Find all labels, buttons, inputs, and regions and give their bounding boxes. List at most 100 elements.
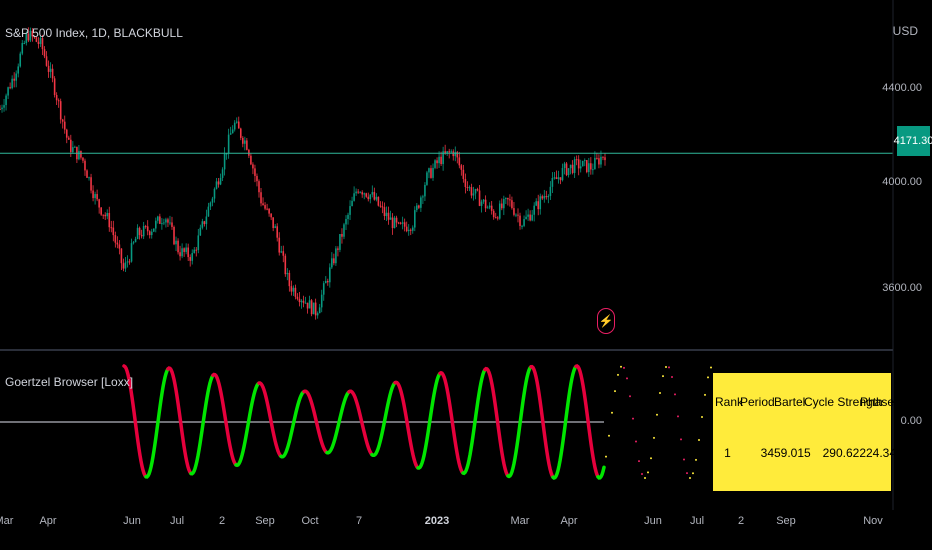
time-axis-label: Jul — [169, 515, 185, 527]
candle-body — [17, 66, 20, 74]
candle-body — [519, 215, 521, 226]
candle-body — [19, 53, 22, 67]
candle-body — [341, 234, 343, 237]
candle-body — [84, 160, 86, 171]
candle-body — [476, 189, 479, 191]
candle-body — [549, 186, 552, 197]
indicator-name[interactable]: Goertzel Browser [Loxx] — [5, 375, 134, 389]
candle-body — [555, 177, 558, 180]
candle-body — [272, 217, 274, 228]
candle-body — [298, 298, 301, 303]
candle-body — [244, 140, 246, 144]
candle-body — [507, 198, 509, 200]
table-cell-bartel: 59.015 — [774, 446, 811, 460]
candle-body — [114, 235, 117, 243]
time-axis-label: Jun — [123, 515, 141, 527]
candle-body — [391, 217, 394, 229]
candle-body — [490, 205, 493, 211]
candle-body — [146, 226, 149, 232]
candle-body — [420, 197, 422, 208]
candle-body — [169, 222, 171, 224]
candle-body — [82, 157, 84, 161]
candle-body — [246, 140, 248, 150]
candle-body — [39, 38, 42, 44]
candle-body — [314, 302, 317, 316]
candle-body — [505, 198, 507, 200]
projection-dot — [641, 473, 643, 475]
candle-body — [217, 181, 220, 185]
candle-body — [590, 163, 592, 170]
candle-body — [527, 214, 529, 217]
candle-body — [45, 56, 48, 66]
candle-body — [104, 214, 107, 217]
candle-body — [397, 222, 400, 224]
pane-separator[interactable] — [0, 349, 893, 351]
candle-body — [65, 129, 68, 138]
projection-dot — [656, 413, 658, 416]
candle-body — [33, 36, 36, 38]
candle-body — [373, 192, 376, 200]
candle-body — [312, 302, 315, 315]
candle-body — [118, 244, 121, 249]
candle-body — [227, 134, 230, 154]
projection-dot — [683, 458, 685, 461]
candle-body — [136, 227, 139, 239]
candle-body — [583, 160, 586, 162]
candle-body — [428, 168, 430, 173]
candle-body — [173, 226, 175, 245]
candle-body — [446, 151, 448, 154]
candle-body — [515, 214, 517, 216]
candle-body — [138, 227, 141, 235]
candle-body — [294, 287, 297, 297]
candle-body — [264, 205, 266, 209]
candle-body — [260, 192, 262, 204]
candle-body — [116, 242, 119, 245]
lightning-icon[interactable]: ⚡ — [597, 308, 615, 334]
projection-dot — [626, 377, 628, 380]
candle-body — [112, 227, 115, 236]
candle-body — [581, 160, 584, 167]
candle-body — [369, 194, 372, 200]
table-cell-period: 34 — [760, 446, 774, 460]
time-axis-label: Jul — [689, 515, 705, 527]
candle-body — [513, 208, 515, 215]
candle-body — [573, 159, 576, 173]
candle-body — [488, 205, 491, 208]
candle-body — [284, 255, 287, 275]
candle-body — [377, 196, 380, 206]
candle-body — [426, 172, 428, 185]
wave-segment-down — [393, 380, 420, 470]
candle-body — [375, 196, 378, 200]
projection-dot — [611, 411, 613, 414]
table-header-bartel: Bartel — [774, 395, 806, 409]
candle-body — [187, 247, 189, 258]
candle-body — [61, 119, 64, 122]
candle-body — [349, 206, 351, 215]
candle-body — [551, 177, 554, 187]
candle-body — [509, 199, 511, 201]
candle-body — [403, 222, 406, 227]
candle-body — [387, 212, 390, 220]
projection-dot — [671, 376, 673, 378]
candle-body — [308, 300, 311, 309]
candle-body — [189, 257, 192, 261]
projection-dot — [686, 472, 688, 475]
candle-body — [432, 167, 434, 178]
candle-body — [233, 122, 236, 130]
time-axis-label: Mar — [0, 515, 14, 527]
candle-body — [9, 87, 11, 89]
price-axis-label: 4400.00 — [882, 82, 922, 94]
projection-dot — [623, 366, 625, 369]
candle-body — [545, 196, 548, 198]
candle-body — [242, 137, 244, 144]
candle-body — [197, 235, 200, 251]
candle-body — [11, 78, 13, 89]
candle-body — [282, 251, 285, 256]
candle-body — [211, 198, 214, 203]
candle-body — [80, 150, 82, 158]
candle-body — [472, 193, 475, 196]
candle-body — [148, 231, 151, 236]
candle-body — [100, 207, 102, 215]
time-axis-label: 2 — [737, 515, 745, 527]
